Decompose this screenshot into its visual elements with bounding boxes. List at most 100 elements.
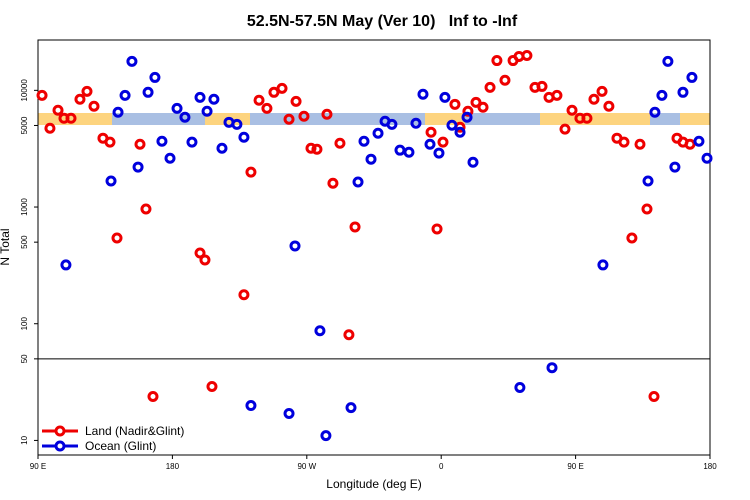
point <box>164 152 176 164</box>
point <box>439 91 451 103</box>
point <box>111 232 123 244</box>
point <box>199 254 211 266</box>
point <box>289 240 301 252</box>
point <box>656 89 668 101</box>
point <box>642 175 654 187</box>
point <box>253 94 265 106</box>
point <box>521 49 533 61</box>
point <box>649 106 661 118</box>
point <box>677 86 689 98</box>
point <box>662 55 674 67</box>
point <box>81 85 93 97</box>
point <box>462 105 474 117</box>
point <box>132 161 144 173</box>
point <box>238 131 250 143</box>
point <box>394 144 406 156</box>
point <box>65 112 77 124</box>
point <box>454 126 466 138</box>
point <box>201 105 213 117</box>
y-tick-label: 50 <box>20 354 29 363</box>
point <box>36 89 48 101</box>
point <box>276 82 288 94</box>
point <box>208 93 220 105</box>
point <box>477 101 489 113</box>
point <box>52 104 64 116</box>
point <box>147 390 159 402</box>
point <box>410 117 422 129</box>
point <box>693 135 705 147</box>
point <box>491 55 503 67</box>
point <box>171 102 183 114</box>
point <box>283 408 295 420</box>
x-tick-label: 180 <box>166 462 180 471</box>
point <box>626 232 638 244</box>
point <box>648 390 660 402</box>
strip-land <box>680 113 710 125</box>
point <box>311 143 323 155</box>
land-ocean-strip <box>38 113 710 125</box>
point <box>343 329 355 341</box>
point <box>634 138 646 150</box>
point <box>142 86 154 98</box>
point <box>467 156 479 168</box>
point <box>305 142 317 154</box>
point <box>386 118 398 130</box>
point <box>597 259 609 271</box>
point <box>349 221 361 233</box>
point <box>283 113 295 125</box>
strip-land <box>540 113 650 125</box>
point <box>603 100 615 112</box>
x-tick-label: 90 W <box>297 462 316 471</box>
point <box>686 71 698 83</box>
point <box>372 127 384 139</box>
point <box>446 119 458 131</box>
legend-marker <box>54 440 66 452</box>
point <box>514 382 526 394</box>
point <box>290 95 302 107</box>
point <box>461 111 473 123</box>
point <box>417 88 429 100</box>
point <box>126 55 138 67</box>
point <box>60 259 72 271</box>
point <box>618 136 630 148</box>
point <box>231 118 243 130</box>
point <box>104 136 116 148</box>
y-tick-label: 5000 <box>20 116 29 134</box>
point <box>433 147 445 159</box>
point <box>345 402 357 414</box>
point <box>596 85 608 97</box>
point <box>238 289 250 301</box>
point <box>179 111 191 123</box>
point <box>499 74 511 86</box>
point <box>566 104 578 116</box>
strip-ocean <box>112 113 205 125</box>
strip-ocean <box>250 113 425 125</box>
point <box>641 203 653 215</box>
point <box>194 91 206 103</box>
point <box>334 137 346 149</box>
point <box>327 177 339 189</box>
point <box>669 161 681 173</box>
point <box>156 135 168 147</box>
point <box>140 203 152 215</box>
point <box>44 122 56 134</box>
plot-frame <box>37 39 711 456</box>
point <box>581 112 593 124</box>
point <box>74 93 86 105</box>
point <box>684 138 696 150</box>
y-tick-label: 10 <box>20 435 29 444</box>
point <box>358 135 370 147</box>
point <box>320 430 332 442</box>
point <box>112 106 124 118</box>
point <box>105 175 117 187</box>
point <box>134 138 146 150</box>
point <box>424 138 436 150</box>
y-tick-label: 1000 <box>20 198 29 216</box>
x-tick-label: 180 <box>703 462 717 471</box>
point <box>186 136 198 148</box>
point <box>149 71 161 83</box>
point <box>449 98 461 110</box>
point <box>261 102 273 114</box>
x-tick-label: 90 E <box>567 462 583 471</box>
point <box>431 223 443 235</box>
